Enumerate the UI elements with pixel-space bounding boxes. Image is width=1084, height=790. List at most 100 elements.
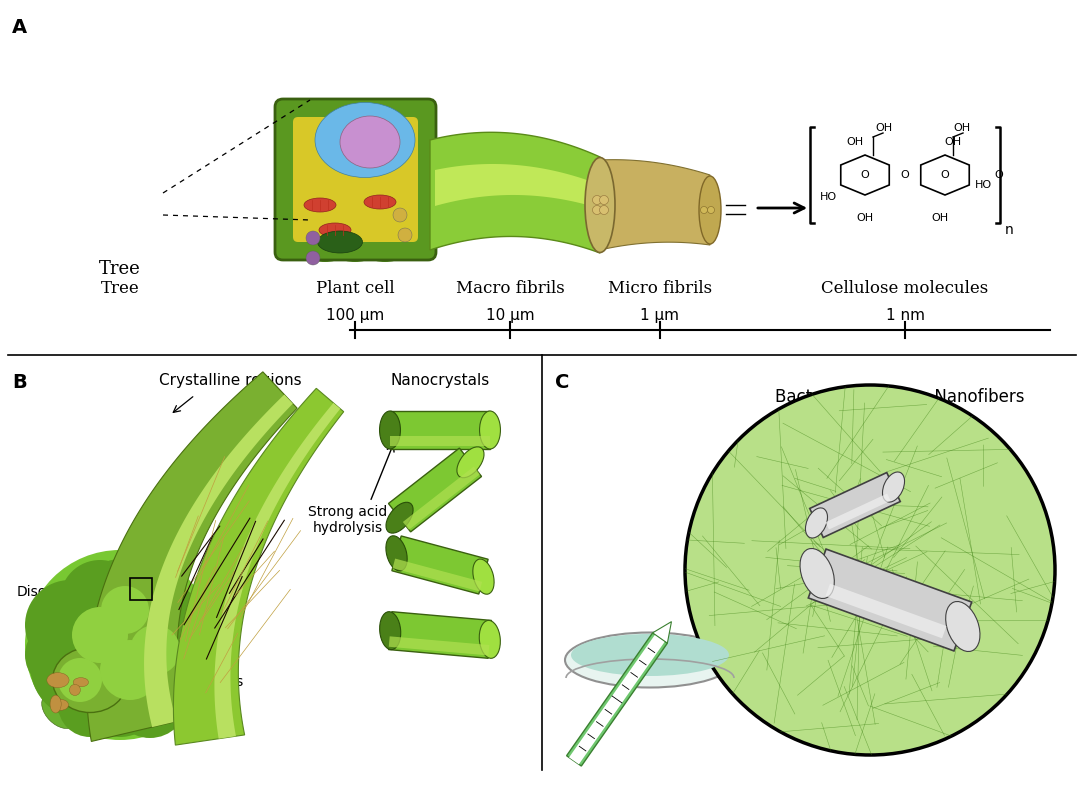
Circle shape [100,640,160,700]
Circle shape [30,610,140,720]
Ellipse shape [330,232,380,262]
Ellipse shape [315,103,415,178]
Circle shape [393,208,406,222]
Text: OH: OH [944,137,962,147]
Text: Macro fibrils: Macro fibrils [455,280,565,297]
Polygon shape [392,559,482,592]
Ellipse shape [565,633,735,687]
Text: A: A [12,18,27,37]
Circle shape [78,653,162,737]
Ellipse shape [47,658,94,690]
Circle shape [599,205,608,215]
Polygon shape [653,622,671,643]
Text: OH: OH [931,213,948,223]
Ellipse shape [699,176,721,244]
Ellipse shape [479,620,501,658]
Polygon shape [810,472,901,537]
Polygon shape [390,436,490,446]
Text: Micro fibrils: Micro fibrils [608,280,712,297]
Circle shape [306,231,320,245]
Ellipse shape [800,548,835,599]
Polygon shape [392,536,488,594]
Circle shape [599,195,608,205]
Ellipse shape [68,693,91,725]
Circle shape [101,586,149,634]
Text: 1 μm: 1 μm [641,308,680,323]
Circle shape [130,625,180,675]
Circle shape [25,550,215,740]
Ellipse shape [304,198,336,212]
Text: Nanocrystals: Nanocrystals [390,373,490,388]
Ellipse shape [473,559,494,594]
Text: Crystalline regions: Crystalline regions [158,373,301,388]
Polygon shape [388,448,481,532]
Text: OH: OH [856,213,874,223]
Polygon shape [390,411,490,449]
Text: HO: HO [820,192,837,202]
Ellipse shape [318,231,362,253]
Text: O: O [941,170,950,180]
Ellipse shape [62,655,89,680]
Ellipse shape [52,648,128,713]
Circle shape [25,620,95,690]
Ellipse shape [571,634,730,676]
Polygon shape [144,394,293,727]
Ellipse shape [386,502,413,533]
Ellipse shape [379,611,401,649]
Ellipse shape [585,157,615,253]
Polygon shape [388,611,491,658]
Ellipse shape [379,411,400,449]
Text: Cellulose molecules: Cellulose molecules [822,280,989,297]
Ellipse shape [340,116,400,168]
Ellipse shape [76,700,101,729]
Circle shape [593,205,602,215]
Ellipse shape [48,643,74,674]
Text: O: O [861,170,869,180]
Text: B: B [12,373,27,392]
Ellipse shape [319,223,351,237]
Ellipse shape [60,658,93,684]
Ellipse shape [386,536,408,571]
Polygon shape [826,584,946,638]
Circle shape [306,251,320,265]
Polygon shape [601,160,710,250]
Ellipse shape [73,678,89,687]
Text: Amorphous
regions: Amorphous regions [166,675,245,705]
Text: Bacterial Cellulose Nanofibers: Bacterial Cellulose Nanofibers [775,388,1024,406]
Ellipse shape [69,684,80,695]
Ellipse shape [70,677,98,717]
Circle shape [137,622,212,698]
Text: C: C [555,373,569,392]
Polygon shape [569,634,664,764]
Polygon shape [87,372,297,742]
Ellipse shape [364,195,396,209]
Polygon shape [389,636,489,656]
Circle shape [59,673,122,737]
Text: 10 μm: 10 μm [486,308,534,323]
Ellipse shape [98,687,126,715]
Text: Tree: Tree [99,260,141,278]
Ellipse shape [457,447,485,478]
Polygon shape [102,555,138,590]
Polygon shape [173,389,344,745]
Circle shape [112,582,208,678]
Ellipse shape [98,680,118,702]
Circle shape [593,195,602,205]
Ellipse shape [47,672,69,688]
Polygon shape [826,494,891,529]
Polygon shape [215,403,340,739]
Ellipse shape [111,648,147,682]
Circle shape [700,206,708,213]
Ellipse shape [90,649,111,673]
Circle shape [83,559,156,631]
Ellipse shape [53,699,68,710]
Ellipse shape [805,508,827,538]
Text: 100 μm: 100 μm [326,308,384,323]
Text: 1 nm: 1 nm [886,308,925,323]
Ellipse shape [360,232,410,262]
Polygon shape [403,467,480,530]
Polygon shape [435,164,598,208]
Circle shape [25,580,115,670]
Ellipse shape [300,232,350,262]
Text: Strong acid
hydrolysis: Strong acid hydrolysis [308,505,388,535]
